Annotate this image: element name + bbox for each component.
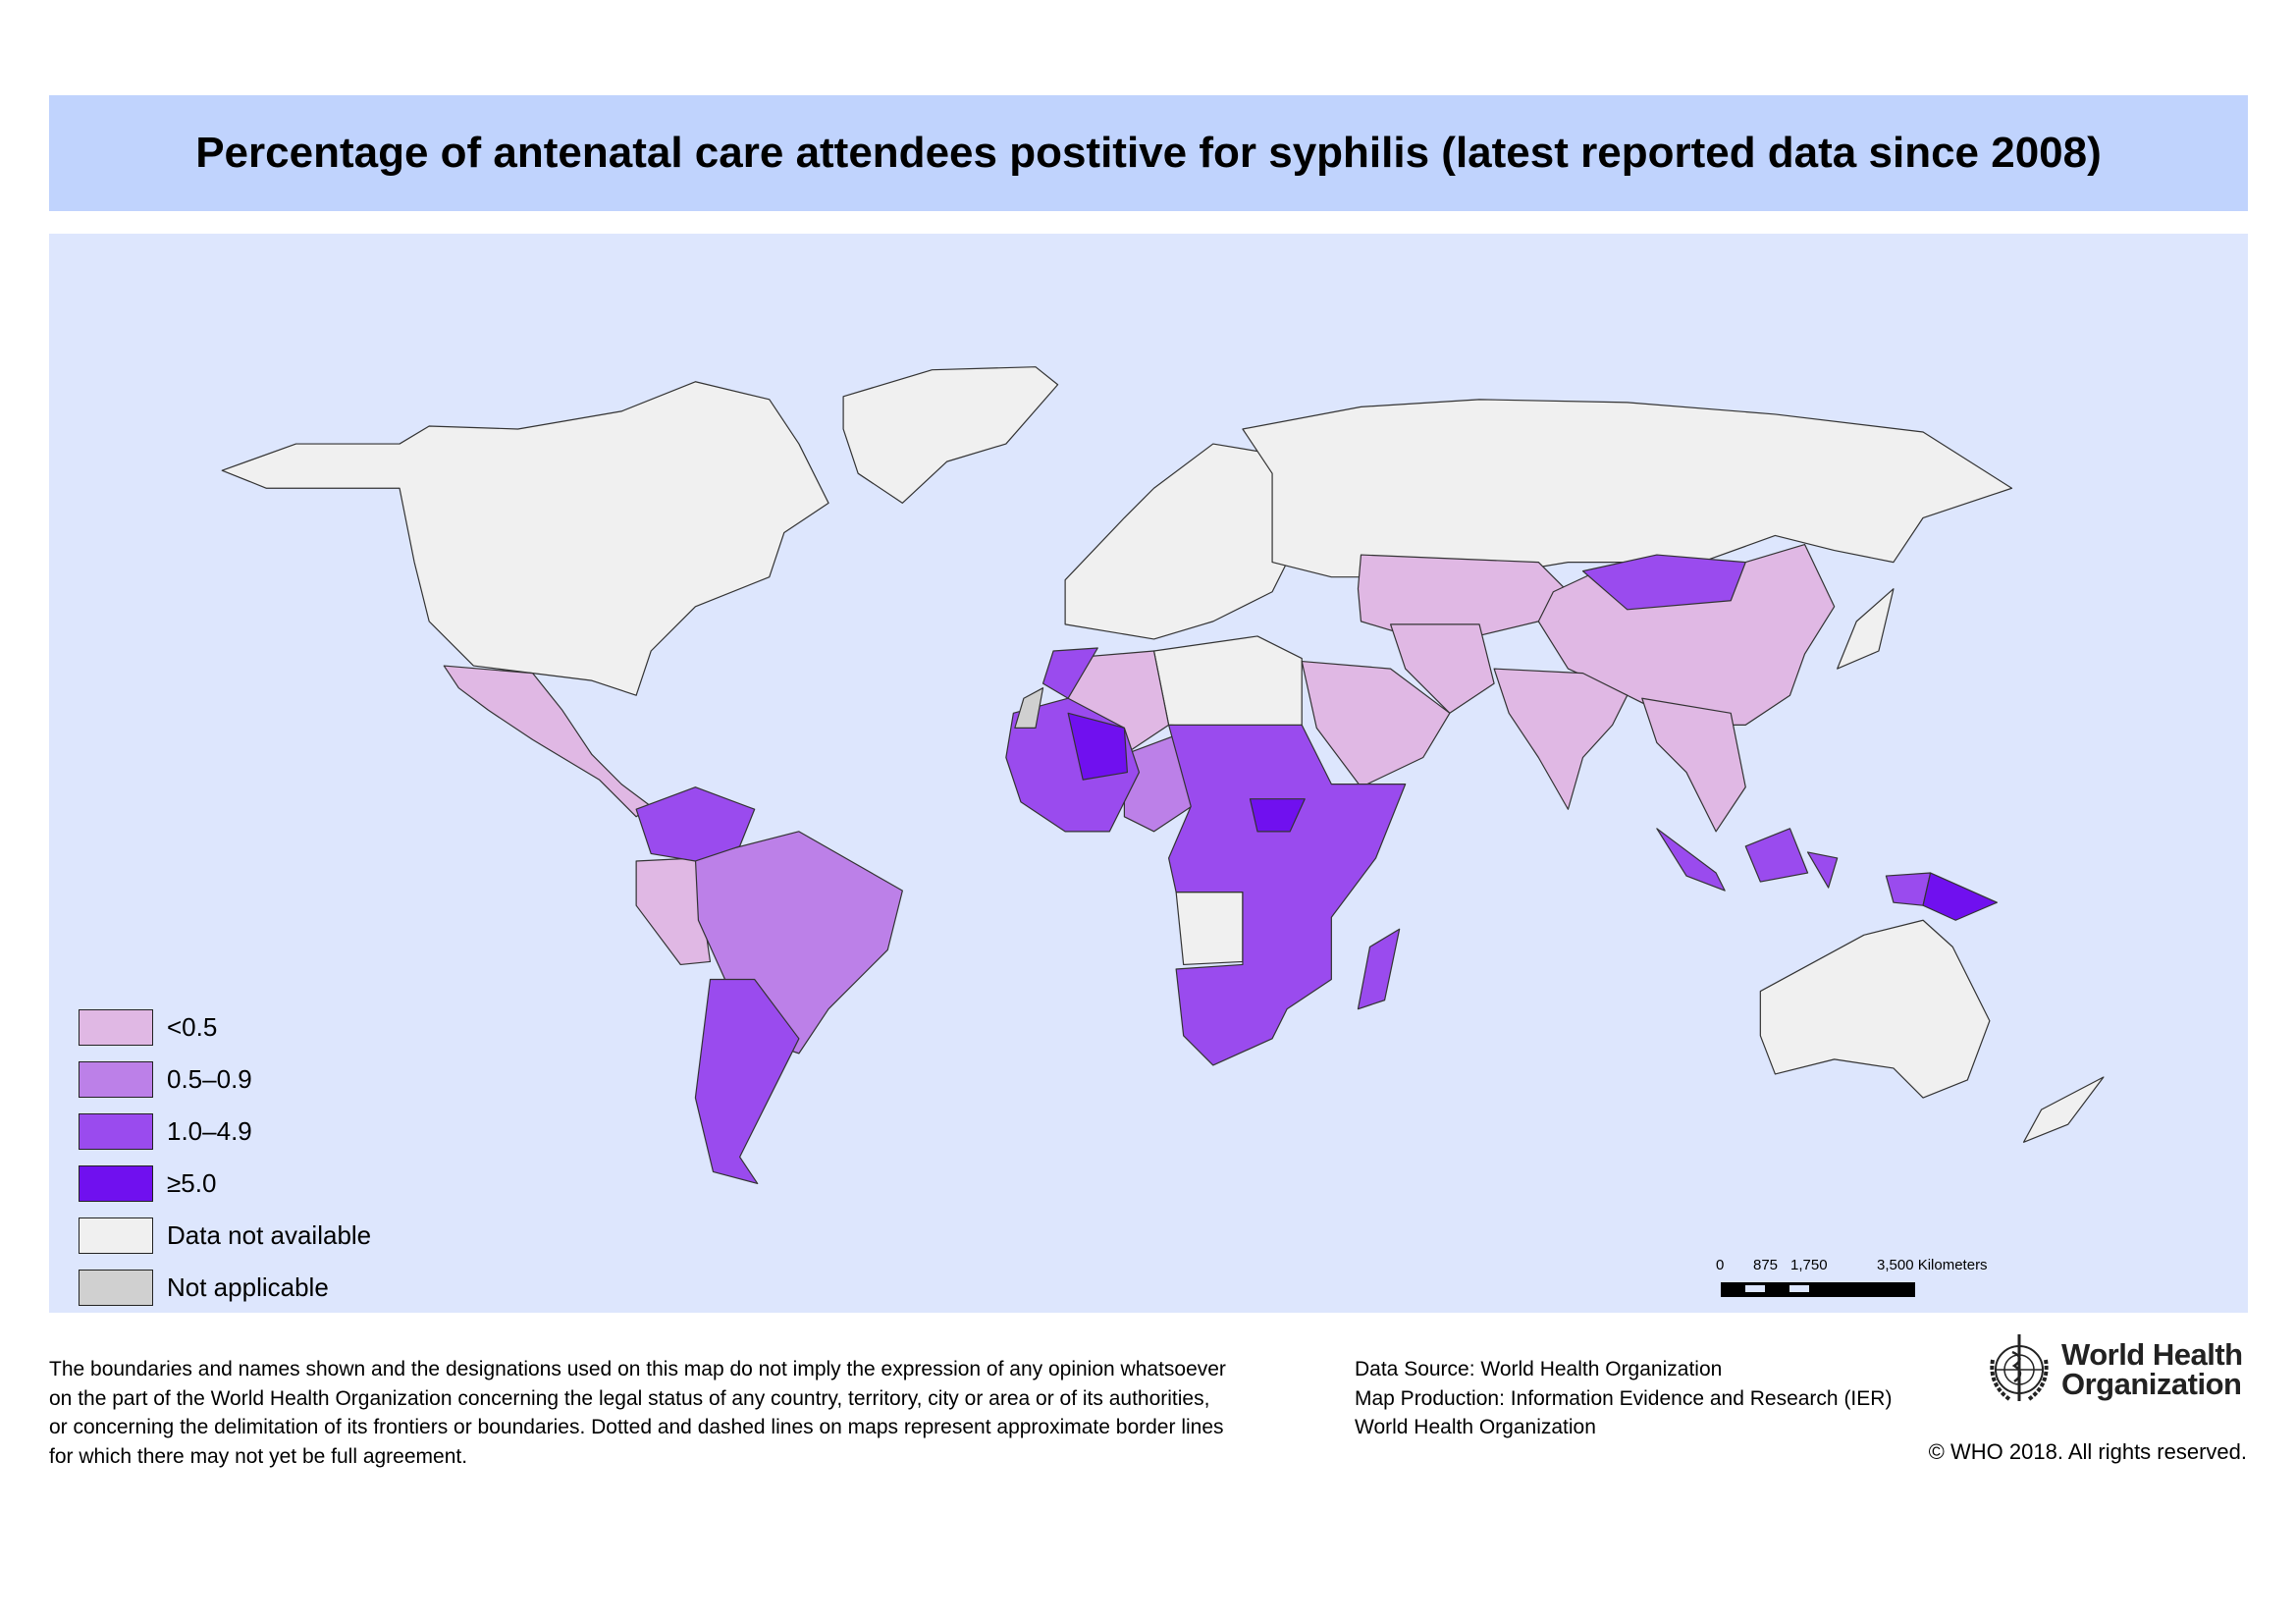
logo-text: Organization [2061,1367,2242,1401]
scale-label: 875 [1753,1257,1779,1273]
region-new-zealand [2022,1076,2105,1143]
legend-item: Not applicable [79,1262,371,1314]
region-saudi-arabia [1301,660,1451,788]
region-greenland [842,366,1059,504]
legend-swatch [79,1270,153,1306]
legend-item: <0.5 [79,1001,371,1054]
legend-swatch [79,1061,153,1098]
legend-label: ≥5.0 [167,1168,217,1198]
legend-label: 0.5–0.9 [167,1064,252,1094]
legend-swatch [79,1009,153,1046]
region-south-sudan [1249,798,1306,833]
scale-label: 3,500 Kilometers [1877,1257,1988,1273]
region-central-east-southern-africa [1167,724,1407,1066]
source-line: World Health Organization [1355,1416,1596,1438]
region-argentina [694,978,800,1185]
region-australia [1759,919,1991,1099]
region-iran [1390,623,1495,714]
region-north-africa [1152,635,1303,729]
legend-swatch [79,1113,153,1150]
region-southeast-asia [1641,697,1746,833]
region-europe [1064,443,1303,640]
legend: <0.5 0.5–0.9 1.0–4.9 ≥5.0 Data not avail… [79,1001,371,1314]
legend-item: 0.5–0.9 [79,1054,371,1106]
legend-swatch [79,1165,153,1202]
who-logo: World Health Organization [1985,1330,2243,1409]
region-india [1493,668,1629,810]
source-line: Data Source: World Health Organization [1355,1358,1723,1380]
region-mali [1067,712,1129,781]
copyright: © WHO 2018. All rights reserved. [1928,1439,2247,1464]
legend-item: Data not available [79,1210,371,1262]
region-mexico-central-america [443,665,652,818]
region-madagascar [1357,928,1401,1010]
region-western-sahara [1014,687,1044,729]
region-russia [1242,399,2013,578]
scale-label: 0 [1716,1257,1725,1273]
scale-label: 1,750 [1790,1257,1828,1273]
disclaimer: The boundaries and names shown and the d… [49,1358,1226,1468]
legend-swatch [79,1217,153,1254]
region-north-america [221,381,829,696]
region-sulawesi [1806,851,1839,889]
legend-label: <0.5 [167,1012,218,1042]
logo-text: World Health [2061,1337,2243,1372]
region-japan [1837,588,1895,670]
region-colombia-venezuela [635,786,756,862]
data-source: Data Source: World Health Organization M… [1355,1355,1892,1442]
source-line: Map Production: Information Evidence and… [1355,1386,1893,1410]
map-title: Percentage of antenatal care attendees p… [195,129,2102,177]
region-papua-new-guinea [1922,872,1999,921]
region-angola [1175,892,1244,966]
legend-item: 1.0–4.9 [79,1106,371,1158]
legend-label: Data not available [167,1220,372,1250]
who-emblem-icon [1990,1334,2049,1401]
region-sumatra [1656,828,1726,892]
title-bar: Percentage of antenatal care attendees p… [49,95,2248,211]
legend-label: 1.0–4.9 [167,1116,252,1146]
region-mongolia [1581,554,1746,611]
scale-bar: 0 875 1,750 3,500 Kilometers [1716,1257,1988,1297]
region-borneo [1744,828,1809,883]
legend-item: ≥5.0 [79,1158,371,1210]
scale-bar-graphic [1721,1282,1915,1297]
legend-label: Not applicable [167,1272,329,1302]
